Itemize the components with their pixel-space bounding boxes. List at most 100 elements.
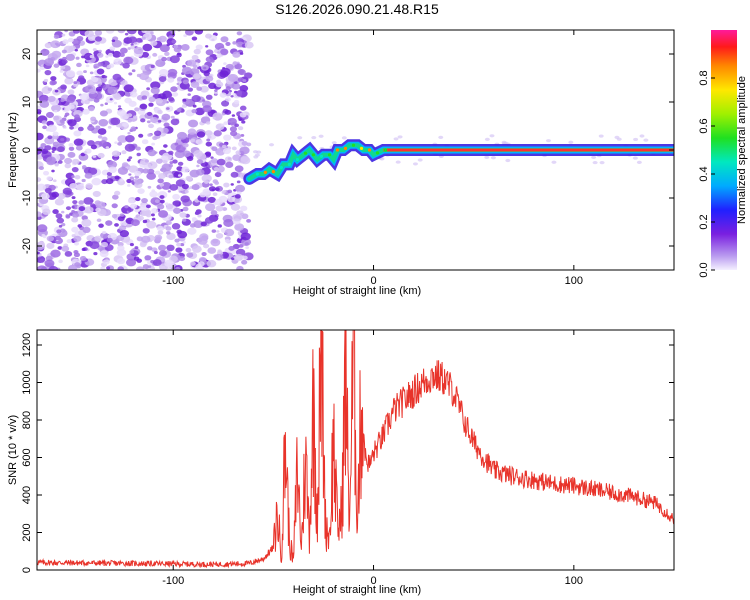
noise-blob [157, 119, 162, 123]
noise-blob [238, 118, 243, 121]
noise-blob [58, 259, 63, 264]
noise-blob [107, 52, 114, 57]
noise-blob [141, 139, 149, 145]
noise-blob [194, 30, 204, 35]
noise-blob [234, 223, 245, 231]
noise-blob [176, 108, 182, 113]
noise-blob [120, 220, 128, 227]
noise-blob [187, 227, 197, 235]
noise-blob [187, 59, 197, 67]
noise-blob [95, 125, 101, 130]
noise-blob [57, 246, 63, 250]
noise-blob [69, 126, 74, 130]
spectrogram-y-label: Frequency (Hz) [7, 112, 19, 188]
signal-point [279, 166, 283, 170]
noise-blob [130, 91, 138, 98]
noise-blob [102, 259, 110, 265]
noise-blob [254, 153, 260, 157]
noise-blob [117, 215, 125, 222]
noise-blob [176, 242, 182, 247]
noise-blob [56, 229, 62, 234]
noise-blob [37, 183, 46, 191]
noise-blob [238, 126, 244, 131]
noise-blob [113, 101, 118, 105]
noise-blob [173, 171, 183, 178]
noise-blob [51, 104, 62, 113]
signal-point [271, 170, 275, 174]
noise-blob [438, 135, 444, 139]
noise-blob [38, 166, 44, 171]
noise-blob [244, 41, 254, 49]
noise-blob [73, 83, 79, 88]
noise-blob [205, 75, 214, 82]
noise-blob [54, 89, 59, 93]
noise-blob [195, 44, 203, 50]
noise-blob [182, 98, 187, 102]
noise-blob [73, 81, 78, 85]
noise-blob [71, 217, 79, 223]
noise-blob [193, 48, 201, 55]
noise-blob [52, 179, 57, 183]
noise-blob [246, 218, 252, 223]
noise-blob [122, 122, 129, 127]
noise-blob [191, 217, 197, 221]
noise-blob [212, 238, 219, 244]
noise-blob [204, 217, 214, 224]
noise-blob [64, 163, 72, 169]
noise-blob [234, 165, 244, 173]
noise-blob [82, 109, 90, 115]
noise-blob [123, 84, 134, 93]
noise-blob [134, 107, 140, 112]
noise-blob [225, 86, 231, 91]
noise-blob [111, 203, 118, 209]
y-tick-label: -20 [21, 238, 33, 254]
noise-blob [100, 103, 104, 107]
noise-blob [71, 205, 75, 209]
noise-blob [636, 160, 642, 164]
noise-blob [44, 70, 52, 76]
noise-blob [66, 96, 76, 103]
noise-blob [37, 68, 41, 73]
noise-blob [60, 65, 66, 70]
noise-blob [217, 249, 222, 253]
noise-blob [211, 38, 215, 41]
noise-blob [83, 52, 94, 61]
noise-blob [232, 61, 238, 66]
noise-blob [196, 131, 206, 138]
noise-blob [64, 115, 68, 118]
noise-blob [47, 95, 56, 102]
noise-blob [157, 203, 165, 210]
noise-blob [489, 134, 495, 138]
noise-blob [114, 223, 119, 227]
noise-blob [129, 176, 134, 180]
noise-blob [89, 54, 95, 59]
noise-blob [57, 146, 65, 153]
noise-blob [37, 202, 40, 206]
noise-blob [215, 233, 224, 239]
noise-blob [194, 107, 205, 116]
noise-blob [124, 143, 136, 152]
noise-blob [196, 164, 200, 168]
noise-blob [124, 32, 129, 36]
noise-blob [127, 119, 132, 123]
noise-blob [159, 250, 167, 257]
noise-blob [112, 194, 119, 200]
noise-blob [242, 79, 247, 83]
noise-blob [97, 128, 107, 135]
noise-blob [53, 34, 60, 39]
noise-blob [127, 30, 137, 35]
noise-blob [117, 30, 126, 34]
noise-blob [105, 30, 115, 34]
noise-blob [117, 166, 129, 175]
noise-blob [101, 136, 108, 142]
noise-blob [87, 125, 95, 131]
noise-blob [154, 130, 162, 137]
noise-blob [61, 245, 70, 252]
noise-blob [232, 51, 241, 58]
noise-blob [183, 34, 188, 38]
noise-blob [119, 52, 125, 58]
noise-blob [61, 223, 66, 227]
noise-blob [162, 159, 168, 164]
signal-point [327, 153, 332, 157]
noise-blob [68, 143, 74, 148]
